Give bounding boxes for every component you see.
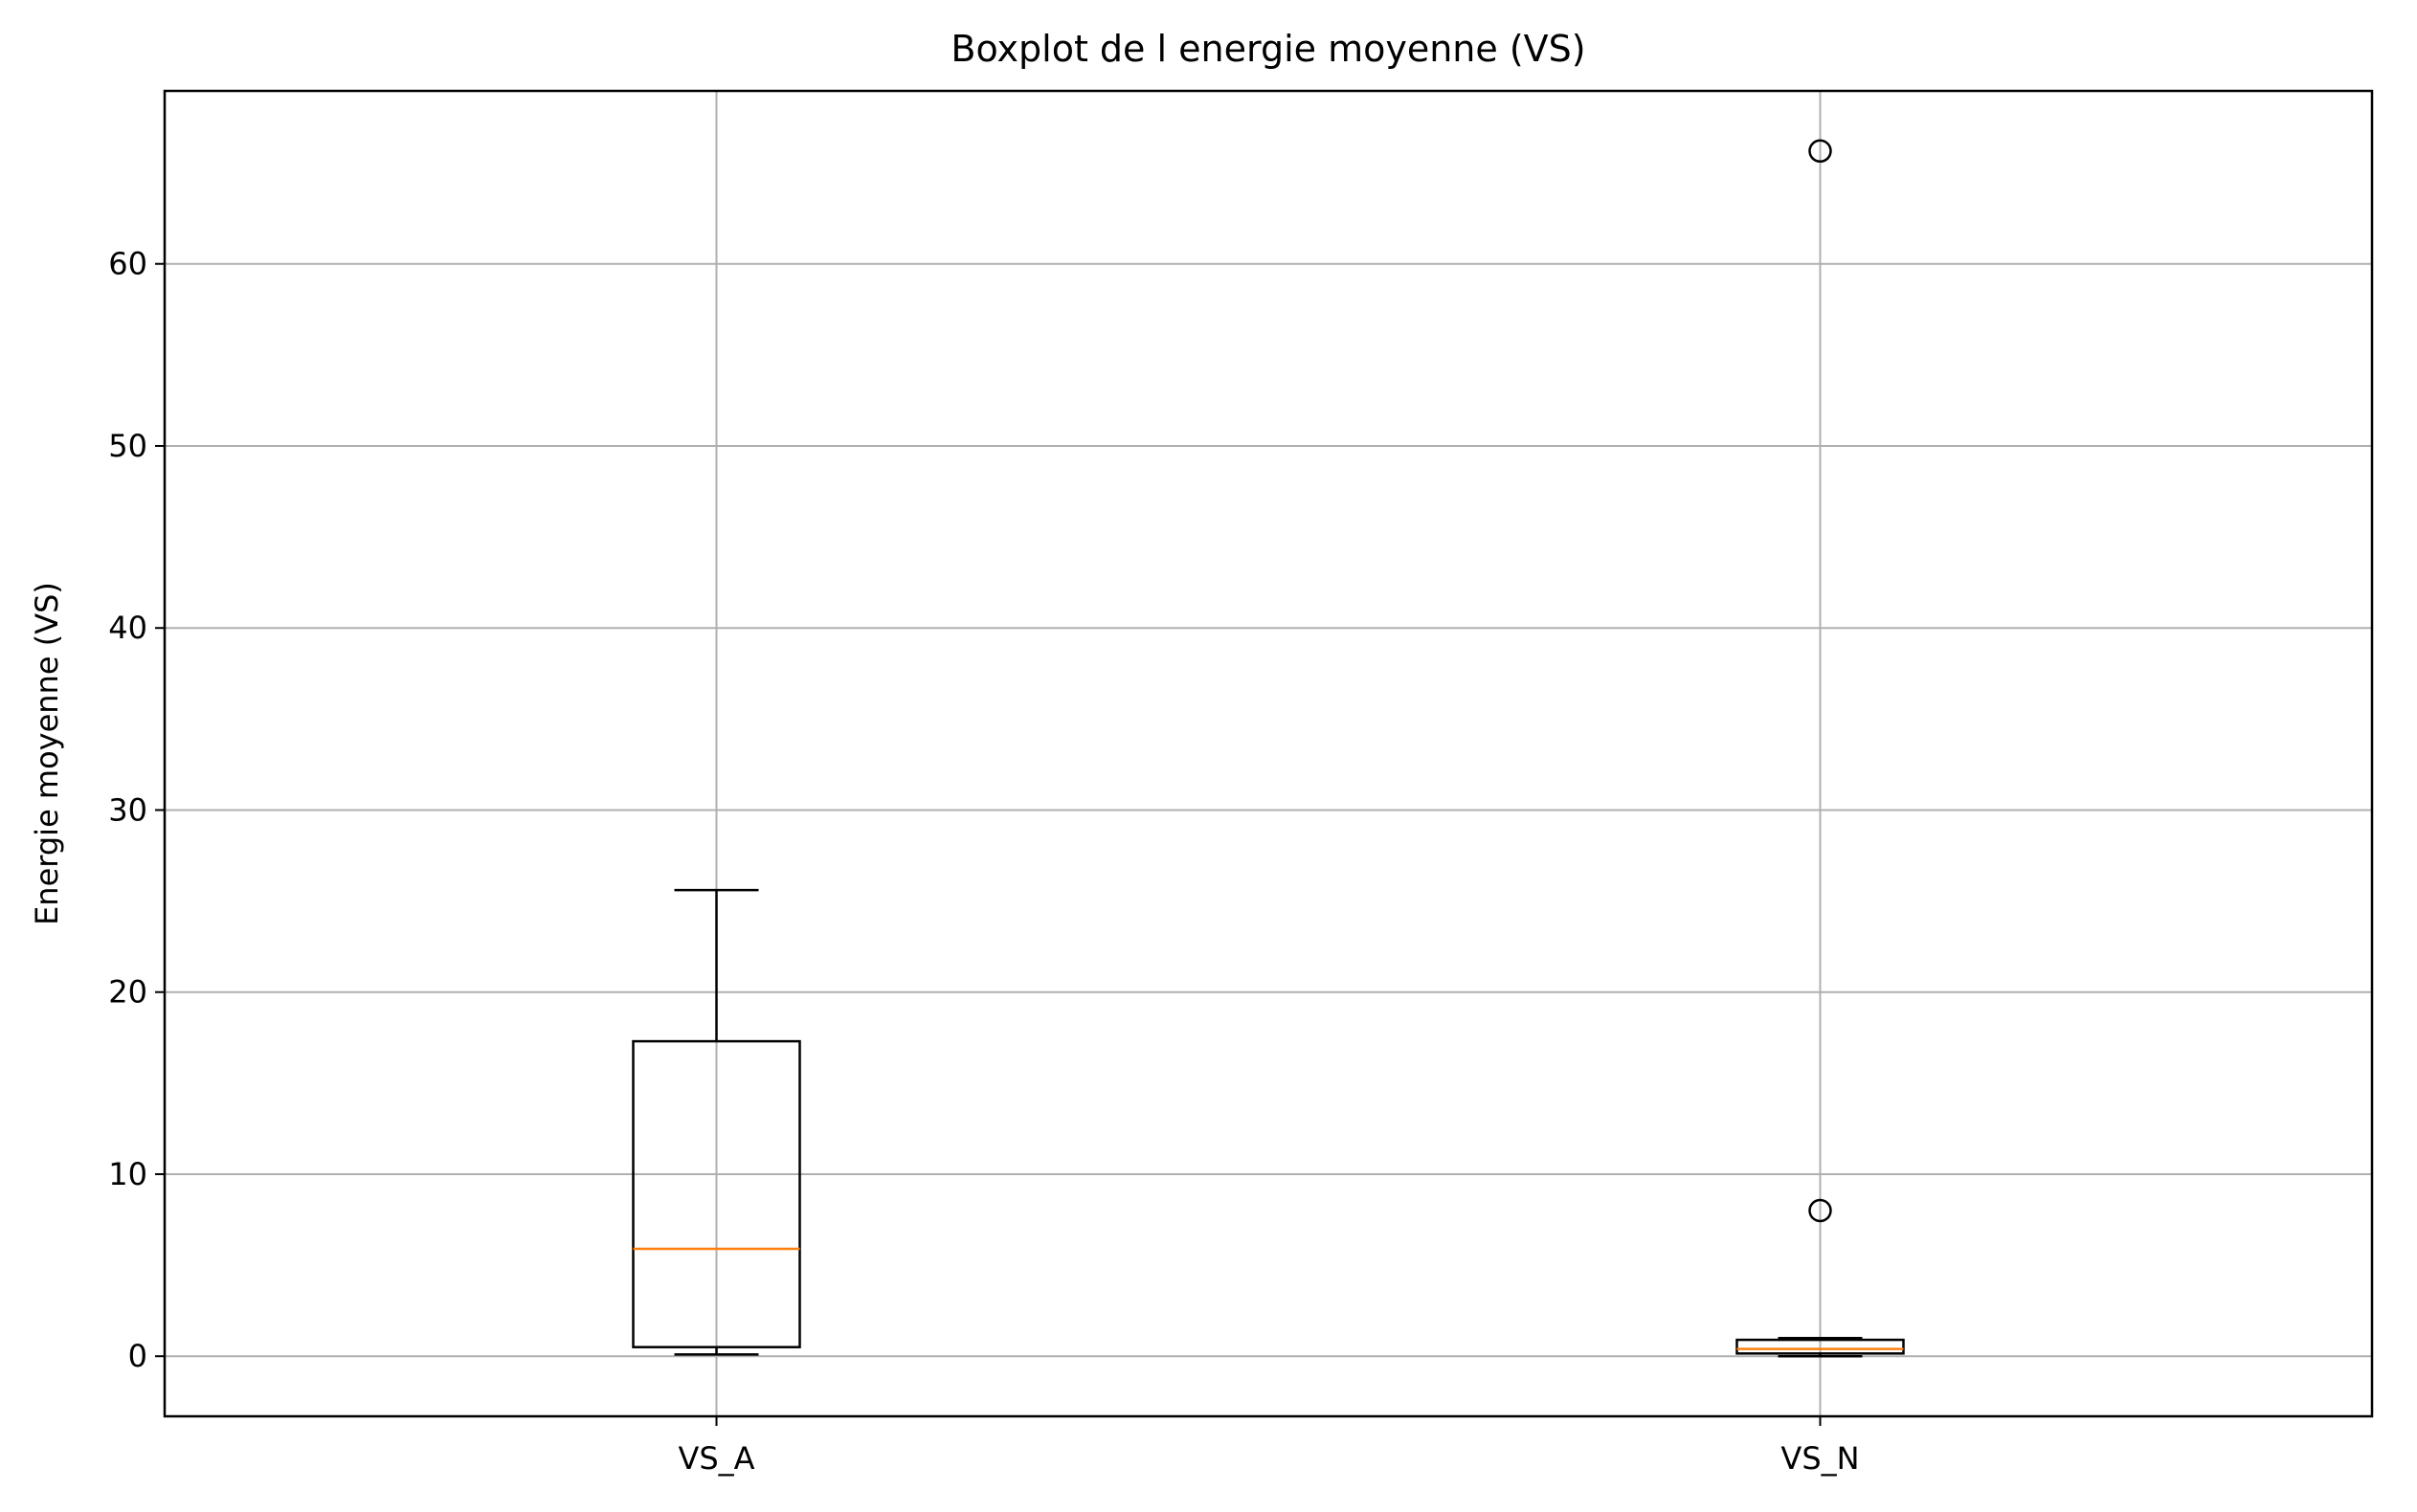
y-tick-label: 60 — [108, 246, 147, 282]
outlier-point — [1808, 1198, 1832, 1223]
y-tick-label: 20 — [108, 974, 147, 1011]
box-VS_A — [632, 888, 801, 1356]
iqr-box — [1735, 1338, 1905, 1355]
x-tick-label: VS_N — [1780, 1440, 1859, 1477]
ticks: 0 10 20 30 40 50 60 VS_A VS_N — [108, 246, 1859, 1477]
plot-frame — [163, 89, 2374, 1418]
y-tick-label: 50 — [108, 428, 147, 464]
y-tick-label: 10 — [108, 1156, 147, 1192]
y-tick-label: 40 — [108, 610, 147, 646]
x-tick-label: VS_A — [678, 1440, 754, 1477]
y-tick-label: 0 — [128, 1338, 147, 1374]
y-axis-title: Energie moyenne (VS) — [29, 582, 65, 925]
grid-lines — [165, 91, 2372, 1416]
iqr-box — [632, 1039, 801, 1348]
box-VS_N — [1735, 139, 1905, 1358]
boxes — [632, 139, 1905, 1358]
outlier-point — [1808, 139, 1832, 164]
chart-title: Boxplot de l energie moyenne (VS) — [951, 28, 1585, 70]
y-tick-label: 30 — [108, 791, 147, 828]
